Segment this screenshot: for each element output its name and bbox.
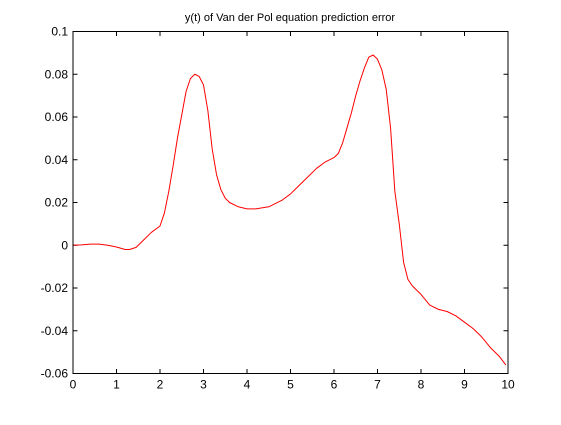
y-tick-label: -0.06 xyxy=(41,367,69,381)
y-tick-label: 0.08 xyxy=(45,67,69,81)
axes-frame xyxy=(72,31,509,374)
series-line xyxy=(72,54,507,366)
y-tick-label: -0.04 xyxy=(41,324,69,338)
x-tick-label: 10 xyxy=(501,378,515,392)
y-tick-label: -0.02 xyxy=(41,281,69,295)
y-tick-label: 0.04 xyxy=(45,153,69,167)
x-tick-label: 8 xyxy=(418,378,425,392)
x-tick-label: 5 xyxy=(287,378,294,392)
chart-title: y(t) of Van der Pol equation prediction … xyxy=(185,12,395,24)
series-layer xyxy=(72,54,507,366)
tick-layer: 0 1 2 3 4 5 6 7 8 9 10 -0.06 -0.04 -0.02 0 0.02 0.04 0.06… xyxy=(41,25,515,392)
x-tick-label: 7 xyxy=(374,378,381,392)
x-tick-label: 9 xyxy=(461,378,468,392)
x-tick-label: 1 xyxy=(113,378,120,392)
x-tick-label: 2 xyxy=(157,378,164,392)
x-tick-label: 4 xyxy=(244,378,251,392)
x-tick-label: 0 xyxy=(70,378,77,392)
x-tick-label: 6 xyxy=(331,378,338,392)
y-tick-label: 0.1 xyxy=(51,25,68,39)
x-tick-label: 3 xyxy=(200,378,207,392)
y-tick-label: 0 xyxy=(61,238,68,252)
y-tick-label: 0.06 xyxy=(45,110,69,124)
y-tick-label: 0.02 xyxy=(45,196,69,210)
